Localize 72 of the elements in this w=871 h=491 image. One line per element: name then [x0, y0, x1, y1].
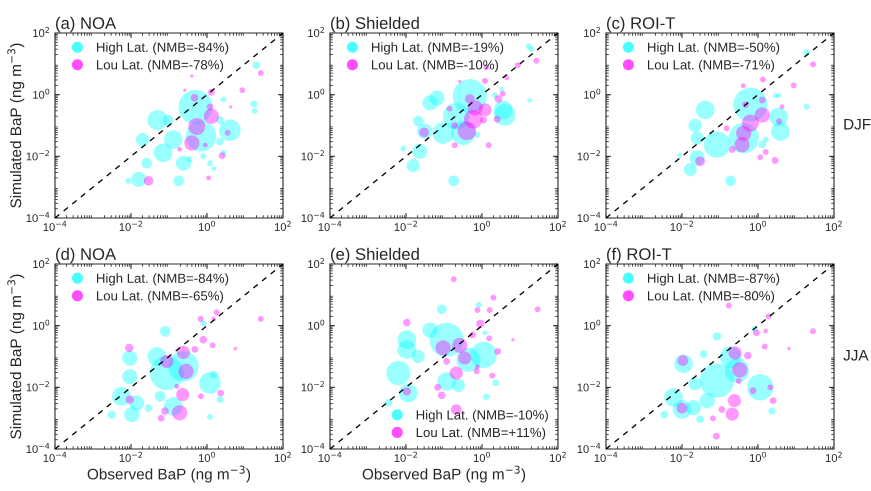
x-tick-label: 10$^{2}$ [274, 220, 291, 231]
chart-title: (f) ROI-T [607, 248, 672, 264]
x-tick-label: 10$^{0}$ [474, 452, 490, 462]
x-tick-label: 10$^{−2}$ [394, 220, 417, 231]
x-tick-label: 10$^{−4}$ [594, 452, 618, 462]
x-tick-label: 10$^{−2}$ [120, 452, 142, 462]
x-tick-label: 10$^{0}$ [750, 452, 766, 462]
legend-label: High Lat. (NMB=-50%) [648, 42, 780, 55]
y-tick-label: 10$^{0}$ [308, 88, 324, 99]
y-tick-label: 10$^{2}$ [308, 258, 324, 268]
y-tick-label: 10$^{−4}$ [26, 443, 50, 454]
x-tick-label: 10$^{0}$ [474, 220, 490, 231]
x-tick-label: 10$^{2}$ [550, 220, 566, 231]
text: DJF [844, 118, 871, 130]
y-axis-title: Simulated BaP (ng m$^{−3}$) [7, 44, 24, 208]
y-tick-label: 10$^{−4}$ [578, 443, 600, 454]
legend-label: Lou Lat. (NMB=-10%) [372, 60, 498, 72]
x-tick-label: 10$^{−4}$ [44, 220, 66, 231]
y-tick-label: 10$^{−2}$ [26, 150, 49, 160]
y-tick-label: 10$^{0}$ [584, 320, 600, 330]
legend-label: Lou Lat. (NMB=+11%) [416, 427, 546, 440]
legend-label: Lou Lat. (NMB=-78%) [96, 60, 224, 72]
x-tick-label: 10$^{−4}$ [318, 452, 342, 462]
y-tick-label: 10$^{2}$ [33, 26, 49, 38]
chart-title: (c) ROI-T [607, 16, 676, 32]
chart-title: (e) Shielded [331, 248, 419, 264]
legend-label: Lou Lat. (NMB=-71%) [648, 60, 774, 72]
x-tick-label: 10$^{0}$ [750, 220, 766, 231]
text: JJA [843, 350, 869, 361]
x-axis-title: Observed BaP (ng m$^{−3}$) [362, 466, 526, 483]
x-tick-label: 10$^{2}$ [826, 220, 842, 231]
legend-label: High Lat. (NMB=-19%) [372, 42, 504, 55]
y-tick-label: 10$^{0}$ [33, 88, 50, 99]
x-tick-label: 10$^{−2}$ [670, 220, 693, 231]
legend-label: Lou Lat. (NMB=-65%) [96, 290, 224, 304]
chart-title: (a) NOA [56, 16, 116, 32]
y-tick-label: 10$^{−4}$ [302, 212, 324, 222]
x-tick-label: 10$^{−4}$ [318, 220, 342, 231]
x-tick-label: 10$^{0}$ [198, 452, 216, 462]
x-axis-title: Observed BaP (ng m$^{−3}$) [88, 466, 250, 483]
legend-label: High Lat. (NMB=-84%) [96, 273, 228, 286]
x-tick-label: 10$^{2}$ [274, 452, 291, 462]
y-tick-label: 10$^{−4}$ [26, 212, 50, 222]
legend-label: High Lat. (NMB=-10%) [416, 410, 548, 422]
y-tick-label: 10$^{−2}$ [302, 381, 324, 392]
y-tick-label: 10$^{2}$ [33, 258, 49, 268]
legend-label: Lou Lat. (NMB=-80%) [648, 290, 774, 304]
x-tick-label: 10$^{−2}$ [394, 452, 417, 462]
y-tick-label: 10$^{−2}$ [578, 150, 600, 160]
y-tick-label: 10$^{−2}$ [302, 150, 324, 160]
x-tick-label: 10$^{−4}$ [594, 220, 618, 231]
y-tick-label: 10$^{2}$ [584, 26, 600, 38]
chart-title: (d) NOA [56, 248, 116, 264]
chart-title: (b) Shielded [331, 16, 419, 32]
y-tick-label: 10$^{−2}$ [578, 381, 600, 392]
legend-label: High Lat. (NMB=-87%) [648, 273, 780, 286]
x-tick-label: 10$^{−2}$ [670, 452, 693, 462]
x-tick-label: 10$^{2}$ [550, 452, 566, 462]
legend-label: High Lat. (NMB=-84%) [96, 42, 228, 55]
y-tick-label: 10$^{2}$ [584, 258, 600, 268]
y-tick-label: 10$^{−4}$ [578, 212, 600, 222]
y-tick-label: 10$^{−4}$ [302, 443, 324, 454]
y-axis-title: Simulated BaP (ng m$^{−3}$) [7, 274, 24, 439]
y-tick-label: 10$^{2}$ [308, 26, 324, 38]
x-tick-label: 10$^{0}$ [198, 220, 216, 231]
y-tick-label: 10$^{0}$ [584, 88, 600, 99]
y-tick-label: 10$^{0}$ [308, 320, 324, 330]
x-tick-label: 10$^{2}$ [826, 452, 842, 462]
x-tick-label: 10$^{−2}$ [120, 220, 142, 231]
x-tick-label: 10$^{−4}$ [44, 452, 66, 462]
y-tick-label: 10$^{0}$ [33, 320, 50, 330]
y-tick-label: 10$^{−2}$ [26, 381, 49, 392]
